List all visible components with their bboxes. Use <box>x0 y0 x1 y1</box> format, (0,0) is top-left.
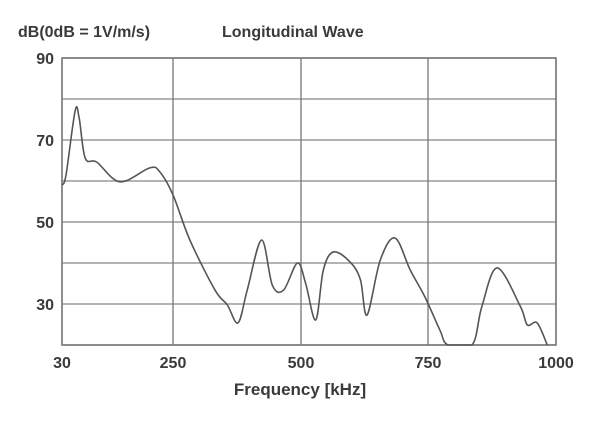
plot-border <box>61 57 557 346</box>
x-tick-label: 250 <box>160 355 187 372</box>
chart-title: Longitudinal Wave <box>222 24 364 41</box>
y-tick-label: 30 <box>36 297 54 314</box>
x-tick-label: 750 <box>415 355 442 372</box>
x-axis-label: Frequency [kHz] <box>233 380 367 399</box>
x-tick-label: 1000 <box>538 355 574 372</box>
y-tick-label: 50 <box>36 215 54 232</box>
y-axis-label: dB(0dB = 1V/m/s) <box>18 24 151 41</box>
x-tick-label: 500 <box>288 355 315 372</box>
y-tick-label: 70 <box>36 133 54 150</box>
y-tick-label: 90 <box>36 51 54 68</box>
series-line <box>61 106 549 346</box>
x-tick-label: 30 <box>53 355 71 372</box>
